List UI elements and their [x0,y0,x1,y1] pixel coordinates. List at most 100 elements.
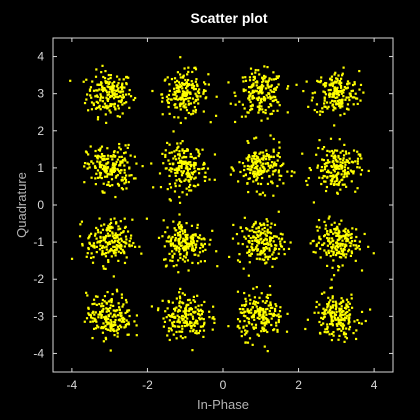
scatter-point [242,174,245,178]
scatter-point [314,251,317,254]
scatter-point [178,227,181,230]
scatter-point [116,104,120,107]
scatter-point [312,239,315,242]
scatter-point [203,242,206,246]
scatter-point [270,78,273,81]
scatter-point [141,165,144,168]
scatter-point [251,225,254,229]
scatter-point [325,331,328,334]
scatter-point [207,83,210,86]
scatter-point [190,163,193,167]
scatter-point [337,154,340,158]
scatter-point [265,300,268,303]
scatter-point [96,95,99,98]
scatter-point [356,160,359,163]
scatter-point [332,274,336,277]
scatter-point [263,345,266,348]
scatter-point [318,320,321,324]
scatter-point [117,238,121,241]
scatter-point [269,85,273,88]
scatter-point [257,334,261,337]
scatter-point [119,163,122,166]
scatter-point [330,332,334,335]
scatter-point [267,96,270,99]
scatter-point [186,236,189,239]
scatter-point [107,161,110,164]
scatter-point [338,322,341,325]
scatter-point [106,308,109,311]
scatter-point [119,100,123,104]
scatter-point [318,113,322,116]
scatter-point [248,302,252,305]
scatter-point [189,321,192,324]
scatter-point [247,317,250,320]
scatter-point [249,298,252,301]
scatter-point [127,180,130,184]
scatter-point [233,91,236,94]
scatter-point [105,91,109,94]
scatter-point [189,178,192,181]
scatter-point [97,231,100,234]
scatter-point [329,230,332,233]
scatter-point [277,169,281,172]
scatter-point [123,182,126,185]
scatter-point [198,237,201,240]
scatter-point [103,87,106,90]
y-tick-label: -3 [33,309,44,323]
scatter-point [102,307,105,311]
scatter-point [95,245,98,248]
scatter-point [277,75,280,78]
scatter-point [259,251,262,254]
scatter-point [107,93,110,96]
scatter-point [246,164,249,168]
scatter-point [338,223,341,226]
scatter-point [171,255,174,258]
scatter-point [119,220,122,223]
scatter-point [182,240,185,243]
scatter-point [262,310,265,313]
scatter-point [268,284,272,288]
scatter-point [331,304,334,307]
scatter-point [359,99,362,102]
scatter-point [256,98,259,101]
scatter-point [182,302,185,305]
scatter-point [108,184,112,187]
scatter-point [184,248,187,251]
scatter-point [196,226,199,229]
scatter-point [254,71,257,74]
scatter-point [251,107,254,111]
scatter-point [335,306,338,309]
scatter-point [255,305,258,308]
scatter-point [177,246,180,249]
scatter-point [132,98,135,102]
scatter-point [255,174,258,177]
scatter-point [184,117,187,120]
scatter-point [263,223,266,226]
scatter-point [319,332,322,335]
scatter-point [197,172,201,175]
scatter-point [244,76,247,79]
scatter-point [175,106,179,109]
scatter-point [236,325,239,328]
scatter-point [259,87,262,90]
scatter-point [107,300,111,303]
scatter-point [113,241,116,244]
scatter-point [179,105,182,108]
scatter-point [194,111,197,114]
scatter-point [264,109,267,112]
scatter-point [157,236,161,239]
scatter-point [269,293,272,297]
scatter-point [166,334,169,337]
scatter-point [100,163,103,166]
scatter-point [195,83,199,86]
scatter-point [105,234,108,238]
scatter-point [125,82,128,85]
scatter-point [338,237,341,240]
scatter-point [108,105,111,108]
scatter-point [133,320,136,323]
scatter-point [228,255,231,259]
scatter-point [175,249,178,252]
scatter-point [335,179,338,182]
scatter-point [254,222,257,225]
scatter-point [334,304,337,307]
